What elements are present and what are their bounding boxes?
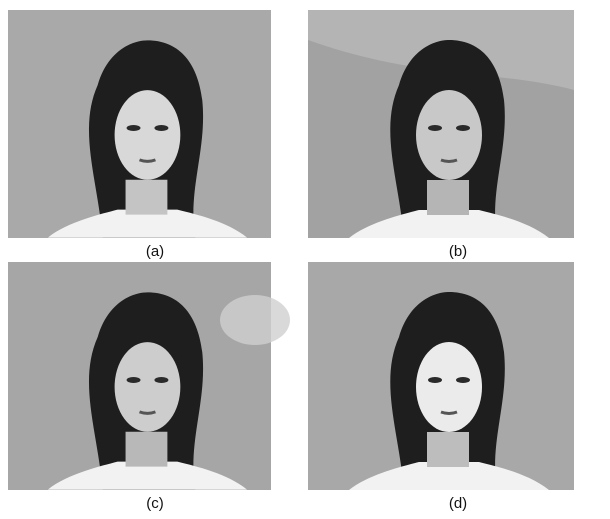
panel-b: (b) [308,10,574,260]
caption: (c) [146,495,164,512]
panel-a: (a) [8,10,271,260]
page: (a) (b) (c) (d) (() => { const data = JS… [0,0,610,514]
caption: (a) [146,243,164,260]
figure: (a) (b) (c) (d) [0,0,610,514]
caption: (b) [449,243,467,260]
caption: (d) [449,495,467,512]
photo-region [220,295,290,345]
panel-d: (d) [308,262,574,512]
panel-c: (c) [8,262,290,512]
